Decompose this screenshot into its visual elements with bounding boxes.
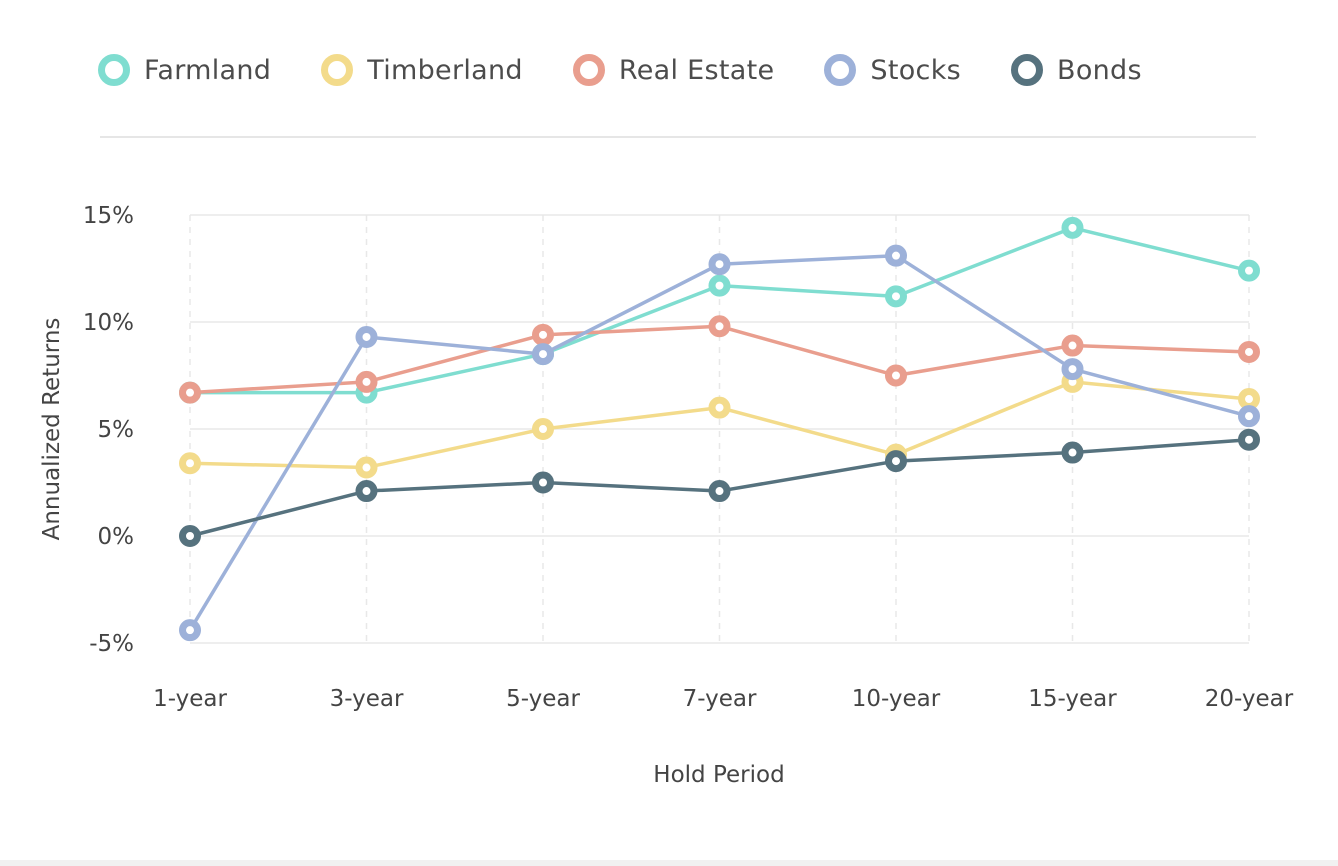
x-axis-ticks: 1-year 3-year 5-year 7-year 10-year 15-year 20…	[153, 686, 1294, 712]
data-point-farmland[interactable]	[885, 285, 907, 308]
legend-marker-icon	[572, 54, 605, 86]
data-point-timberland[interactable]	[1238, 388, 1260, 411]
x-tick-label: 20-year	[1205, 686, 1294, 712]
data-point-timberland[interactable]	[532, 418, 554, 440]
legend-marker-icon	[321, 54, 354, 86]
data-point-stocks[interactable]	[532, 343, 554, 366]
series	[179, 216, 1260, 642]
data-point-real-estate[interactable]	[708, 315, 731, 338]
y-tick-label: 10%	[83, 310, 134, 336]
series-bonds	[179, 428, 1260, 547]
data-point-real-estate[interactable]	[1061, 334, 1084, 357]
legend-label: Bonds	[1057, 54, 1142, 86]
x-tick-label: 10-year	[852, 686, 941, 712]
legend-item-timberland[interactable]: Timberland	[321, 54, 523, 86]
data-point-bonds[interactable]	[708, 480, 731, 503]
bottom-border	[0, 860, 1338, 866]
chart-legend: Farmland Timberland Real Estate Stocks Bonds	[98, 46, 1192, 94]
data-point-stocks[interactable]	[1061, 358, 1084, 381]
series-stocks	[179, 244, 1260, 642]
data-point-timberland[interactable]	[179, 452, 201, 475]
data-point-stocks[interactable]	[708, 253, 731, 276]
data-point-farmland[interactable]	[1238, 259, 1260, 282]
grid	[189, 214, 1250, 644]
y-axis-title: Annualized Returns	[39, 318, 65, 541]
y-tick-label: 5%	[98, 417, 135, 443]
legend-item-bonds[interactable]: Bonds	[1011, 54, 1142, 86]
legend-label: Farmland	[144, 54, 272, 86]
data-point-real-estate[interactable]	[179, 381, 201, 404]
data-point-bonds[interactable]	[1238, 428, 1260, 451]
legend-marker-icon	[1011, 54, 1043, 86]
legend-item-stocks[interactable]: Stocks	[824, 54, 961, 86]
legend-label: Timberland	[367, 54, 523, 86]
x-tick-label: 15-year	[1028, 686, 1117, 712]
y-axis-ticks: 15% 10% 5% 0% -5%	[83, 203, 134, 657]
series-timberland	[179, 370, 1260, 479]
legend-label: Stocks	[870, 54, 961, 86]
data-point-bonds[interactable]	[885, 450, 907, 473]
data-point-farmland[interactable]	[1061, 216, 1084, 239]
data-point-bonds[interactable]	[355, 480, 378, 503]
data-point-real-estate[interactable]	[1238, 340, 1260, 363]
x-tick-label: 1-year	[153, 686, 227, 712]
legend-divider	[100, 136, 1256, 138]
data-point-stocks[interactable]	[885, 244, 907, 267]
x-tick-label: 3-year	[330, 686, 404, 712]
data-point-stocks[interactable]	[179, 619, 201, 642]
y-tick-label: 0%	[98, 524, 135, 550]
data-point-timberland[interactable]	[355, 456, 378, 479]
data-point-timberland[interactable]	[708, 396, 731, 419]
legend-item-real-estate[interactable]: Real Estate	[572, 54, 775, 86]
data-point-bonds[interactable]	[1061, 441, 1084, 464]
legend-item-farmland[interactable]: Farmland	[98, 54, 271, 86]
x-axis-title: Hold Period	[653, 762, 784, 788]
data-point-bonds[interactable]	[532, 471, 554, 494]
legend-marker-icon	[98, 54, 130, 86]
x-tick-label: 5-year	[506, 686, 580, 712]
data-point-farmland[interactable]	[708, 274, 731, 297]
data-point-real-estate[interactable]	[885, 364, 907, 387]
data-point-real-estate[interactable]	[355, 370, 378, 393]
data-point-stocks[interactable]	[355, 325, 378, 348]
data-point-real-estate[interactable]	[532, 323, 554, 346]
legend-marker-icon	[824, 54, 857, 86]
series-real-estate	[179, 315, 1260, 404]
legend-label: Real Estate	[618, 54, 775, 86]
y-tick-label: 15%	[83, 203, 134, 229]
x-tick-label: 7-year	[683, 686, 757, 712]
y-tick-label: -5%	[89, 631, 134, 657]
data-point-bonds[interactable]	[179, 525, 201, 547]
data-point-stocks[interactable]	[1238, 405, 1260, 428]
